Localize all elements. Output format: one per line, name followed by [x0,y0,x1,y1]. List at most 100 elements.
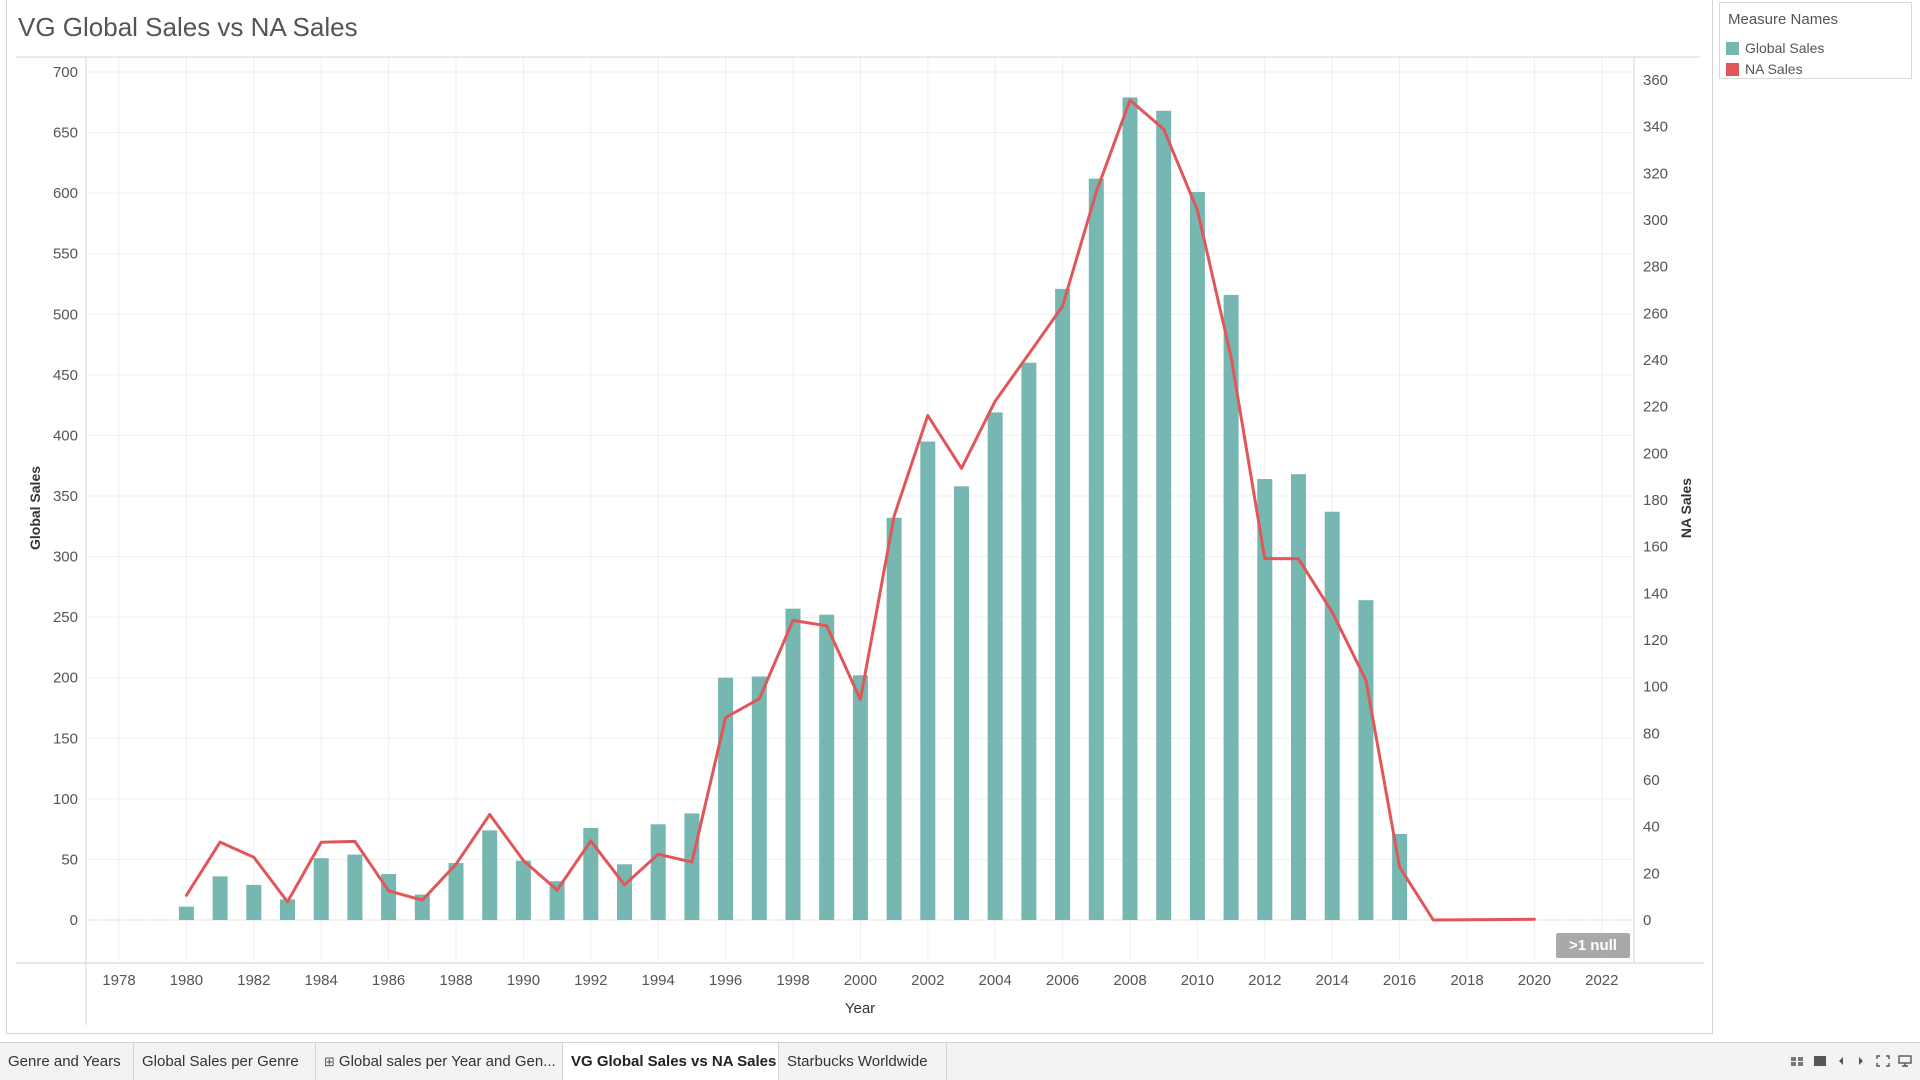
x-tick-label: 2000 [844,972,877,989]
x-tick-label: 1986 [372,972,405,989]
fullscreen-icon[interactable] [1876,1055,1890,1070]
chart-frame [16,56,1704,1025]
sheet-title: VG Global Sales vs NA Sales [18,12,358,42]
legend-item-na-sales[interactable]: NA Sales [1726,61,1803,79]
filmstrip-icon[interactable] [1813,1055,1827,1070]
y-left-tick-label: 300 [53,549,78,566]
x-axis-label: Year [845,1000,875,1017]
bar-global-sales-2003 [954,486,969,920]
legend-title: Measure Names [1728,11,1839,28]
bar-global-sales-1983 [280,899,295,920]
y-left-tick-label: 350 [53,488,78,505]
crosstab-icon: ⊞ [324,1054,335,1069]
bar-global-sales-2004 [987,412,1003,920]
x-tick-label: 2022 [1585,972,1618,989]
y-axis-right-label: NA Sales [1678,478,1694,538]
global-sales-bars [178,97,1408,921]
legend-swatch-global-sales [1726,42,1739,55]
bar-global-sales-2007 [1088,178,1104,920]
x-tick-label: 1990 [507,972,540,989]
y-left-tick-label: 250 [53,609,78,626]
y-right-tick-label: 0 [1643,912,1651,929]
bar-global-sales-1995 [684,813,700,920]
x-tick-label: 1980 [170,972,203,989]
bar-global-sales-1987 [414,894,430,920]
x-tick-label: 1982 [237,972,270,989]
bar-global-sales-1982 [246,884,262,920]
bar-global-sales-2005 [1021,362,1037,920]
bar-global-sales-1989 [482,830,498,920]
tab-starbucks-worldwide[interactable]: Starbucks Worldwide [779,1043,947,1080]
y-right-tick-label: 100 [1643,679,1668,696]
bar-global-sales-1994 [650,824,666,920]
x-tick-label: 1988 [439,972,472,989]
legend[interactable]: Measure Names Global Sales NA Sales [1719,2,1912,79]
y-right-tick-label: 180 [1643,492,1668,509]
bar-global-sales-2009 [1156,110,1172,920]
legend-item-global-sales[interactable]: Global Sales [1726,40,1824,58]
x-tick-label: 2020 [1518,972,1551,989]
y-left-tick-label: 50 [61,851,78,868]
x-tick-label: 2012 [1248,972,1281,989]
legend-label: Global Sales [1745,40,1825,56]
y-right-tick-label: 340 [1643,119,1668,136]
line-na-sales [184,98,1536,922]
y-right-tick-label: 60 [1643,772,1660,789]
bar-global-sales-2002 [920,441,936,920]
bar-global-sales-2008 [1122,97,1138,920]
x-tick-label: 2006 [1046,972,1079,989]
bar-global-sales-1999 [819,614,835,920]
x-tick-label: 2008 [1113,972,1146,989]
tab-global-sales-per-genre[interactable]: Global Sales per Genre [134,1043,316,1080]
x-tick-label: 1998 [776,972,809,989]
y-left-tick-label: 400 [53,427,78,444]
y-right-tick-label: 200 [1643,445,1668,462]
bar-global-sales-1998 [785,608,801,920]
x-tick-label: 2004 [979,972,1012,989]
y-left-tick-label: 700 [53,64,78,81]
bar-global-sales-2012 [1257,479,1273,920]
x-tick-label: 2002 [911,972,944,989]
y-left-tick-label: 650 [53,125,78,142]
tick-labels: 0501001502002503003504004505005506006507… [53,64,1668,989]
tab-vg-global-sales-vs-na-sales[interactable]: VG Global Sales vs NA Sales [563,1043,779,1080]
y-axis-left-label: Global Sales [27,466,43,550]
y-right-tick-label: 20 [1643,865,1660,882]
y-left-tick-label: 100 [53,791,78,808]
bar-global-sales-1980 [178,906,194,920]
bar-global-sales-2010 [1189,191,1205,921]
y-right-tick-label: 260 [1643,305,1668,322]
tab-label: Global Sales per Genre [142,1053,299,1070]
bar-global-sales-1992 [583,827,599,920]
bar-global-sales-2001 [886,517,902,920]
present-icon[interactable] [1898,1055,1912,1070]
bar-global-sales-1984 [313,858,329,920]
bar-global-sales-2000 [852,675,868,920]
y-left-tick-label: 200 [53,670,78,687]
bar-global-sales-2006 [1055,288,1071,920]
x-tick-label: 1992 [574,972,607,989]
y-right-tick-label: 220 [1643,399,1668,416]
legend-label: NA Sales [1745,61,1803,77]
x-tick-label: 1978 [102,972,135,989]
null-indicator[interactable]: >1 null [1556,933,1630,958]
tab-global-sales-per-year-and-genre[interactable]: ⊞ Global sales per Year and Gen... [316,1043,563,1080]
tab-label: Genre and Years [8,1053,121,1070]
x-tick-label: 2014 [1316,972,1349,989]
y-left-tick-label: 0 [70,912,78,929]
x-tick-label: 2010 [1181,972,1214,989]
x-tick-label: 1996 [709,972,742,989]
y-right-tick-label: 80 [1643,725,1660,742]
y-right-tick-label: 320 [1643,165,1668,182]
bar-global-sales-2016 [1392,833,1408,920]
tab-genre-and-years[interactable]: Genre and Years [0,1043,134,1080]
grid-view-icon[interactable] [1790,1055,1804,1070]
bar-global-sales-1988 [448,863,464,920]
prev-sheet-icon[interactable] [1836,1055,1846,1070]
y-right-tick-label: 360 [1643,72,1668,89]
bar-global-sales-2014 [1324,511,1340,920]
dual-axis-chart: 0501001502002503003504004505005506006507… [16,56,1704,1025]
bar-global-sales-2013 [1291,474,1306,920]
next-sheet-icon[interactable] [1856,1055,1866,1070]
tab-label: Starbucks Worldwide [787,1053,928,1070]
